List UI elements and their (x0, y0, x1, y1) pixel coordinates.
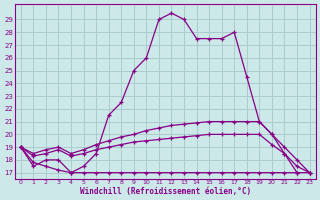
X-axis label: Windchill (Refroidissement éolien,°C): Windchill (Refroidissement éolien,°C) (80, 187, 251, 196)
